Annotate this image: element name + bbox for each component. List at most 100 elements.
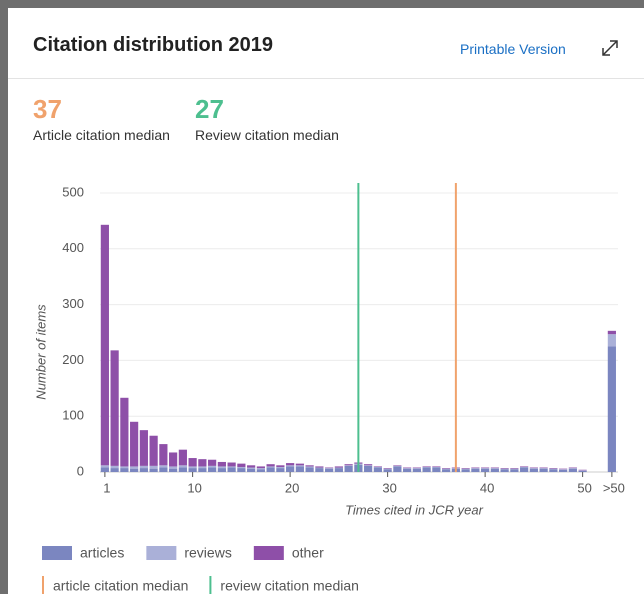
bar-segment bbox=[276, 466, 285, 469]
bar-segment bbox=[305, 467, 314, 472]
bar-segment bbox=[539, 468, 548, 472]
y-tick-label: 200 bbox=[62, 352, 84, 367]
bar-segment bbox=[490, 468, 499, 469]
bar-segment bbox=[178, 449, 187, 466]
bar-segment bbox=[481, 468, 490, 472]
bar-segment bbox=[529, 468, 538, 469]
x-tick-label: 1 bbox=[103, 480, 110, 495]
legend-swatch bbox=[146, 546, 177, 560]
y-tick-label: 400 bbox=[62, 240, 84, 255]
bar-segment bbox=[568, 468, 577, 469]
legend-label: article citation median bbox=[53, 578, 188, 594]
bar-segment bbox=[325, 467, 334, 469]
bar-segment bbox=[442, 469, 451, 472]
bar-segment bbox=[334, 467, 343, 469]
bar-segment bbox=[276, 465, 285, 467]
bar-segment bbox=[481, 467, 490, 469]
bar-segment bbox=[159, 444, 168, 466]
bar-segment bbox=[100, 467, 109, 472]
bar-segment bbox=[607, 330, 616, 335]
bar-segment bbox=[286, 465, 295, 467]
bar-segment bbox=[149, 468, 158, 472]
bar-segment bbox=[510, 468, 519, 470]
printable-link[interactable]: Printable Version bbox=[460, 41, 566, 57]
legend-label: review citation median bbox=[220, 578, 359, 594]
bar-segment bbox=[198, 459, 207, 467]
bar-segment bbox=[237, 468, 246, 472]
bar-segment bbox=[217, 461, 226, 467]
bar-segment bbox=[403, 468, 412, 469]
bar-segment bbox=[325, 468, 334, 472]
bar-segment bbox=[529, 468, 538, 472]
bar-segment bbox=[227, 462, 236, 467]
bar-segment bbox=[383, 468, 392, 470]
bar-segment bbox=[607, 334, 616, 347]
bar-segment bbox=[568, 467, 577, 469]
x-tick-label: 40 bbox=[480, 480, 494, 495]
bar-segment bbox=[100, 224, 109, 466]
bar-segment bbox=[373, 467, 382, 472]
bar-segment bbox=[227, 467, 236, 472]
bar-segment bbox=[432, 466, 441, 468]
bar-segment bbox=[159, 465, 168, 468]
stat: 27 Review citation median bbox=[195, 94, 339, 143]
bar-segment bbox=[500, 469, 509, 472]
bar-segment bbox=[286, 466, 295, 472]
bar-segment bbox=[110, 350, 119, 466]
stat: 37 Article citation median bbox=[33, 94, 170, 143]
bar-segment bbox=[373, 466, 382, 467]
bar-segment bbox=[520, 466, 529, 467]
bar-segment bbox=[578, 470, 587, 471]
bar-segment bbox=[412, 468, 421, 469]
bar-segment bbox=[344, 465, 353, 472]
y-axis-label: Number of items bbox=[33, 304, 48, 400]
bar-segment bbox=[549, 468, 558, 469]
bar-segment bbox=[208, 467, 217, 472]
bar-segment bbox=[393, 465, 402, 467]
bar-segment bbox=[198, 468, 207, 472]
card-title: Citation distribution 2019 bbox=[33, 34, 274, 56]
bar-segment bbox=[432, 467, 441, 472]
expand-icon[interactable] bbox=[600, 38, 620, 58]
x-axis-label: Times cited in JCR year bbox=[345, 502, 484, 517]
bar-segment bbox=[442, 468, 451, 470]
bar-segment bbox=[481, 468, 490, 469]
bar-segment bbox=[217, 468, 226, 472]
bar-segment bbox=[461, 468, 470, 469]
bar-segment bbox=[130, 468, 139, 472]
bar-segment bbox=[315, 468, 324, 472]
bar-segment bbox=[432, 466, 441, 467]
bar-segment bbox=[549, 469, 558, 472]
bar-segment bbox=[559, 469, 568, 472]
bar-segment bbox=[276, 468, 285, 472]
bar-segment bbox=[110, 465, 119, 469]
bar-segment bbox=[208, 459, 217, 466]
bar-segment bbox=[178, 465, 187, 468]
bar-segment bbox=[169, 468, 178, 472]
bar-segment bbox=[130, 421, 139, 467]
bar-segment bbox=[295, 465, 304, 467]
x-tick-label: 10 bbox=[187, 480, 201, 495]
legend-swatch bbox=[42, 546, 72, 560]
bar-segment bbox=[490, 467, 499, 469]
bar-segment bbox=[539, 467, 548, 469]
bar-segment bbox=[149, 465, 158, 469]
bar-segment bbox=[471, 468, 480, 472]
bar-segment bbox=[247, 467, 256, 469]
bar-segment bbox=[227, 466, 236, 468]
bar-segment bbox=[100, 465, 109, 468]
separator bbox=[8, 78, 644, 79]
bar-segment bbox=[403, 467, 412, 469]
stat-caption: Article citation median bbox=[33, 127, 170, 143]
bar-segment bbox=[500, 468, 509, 469]
bar-segment bbox=[364, 465, 373, 466]
bar-segment bbox=[237, 466, 246, 469]
stat-caption: Review citation median bbox=[195, 127, 339, 143]
bar-segment bbox=[286, 463, 295, 466]
bar-segment bbox=[266, 467, 275, 472]
stat-value: 37 bbox=[33, 94, 62, 124]
bar-segment bbox=[461, 469, 470, 472]
bar-segment bbox=[295, 463, 304, 466]
bar-segment bbox=[510, 469, 519, 472]
